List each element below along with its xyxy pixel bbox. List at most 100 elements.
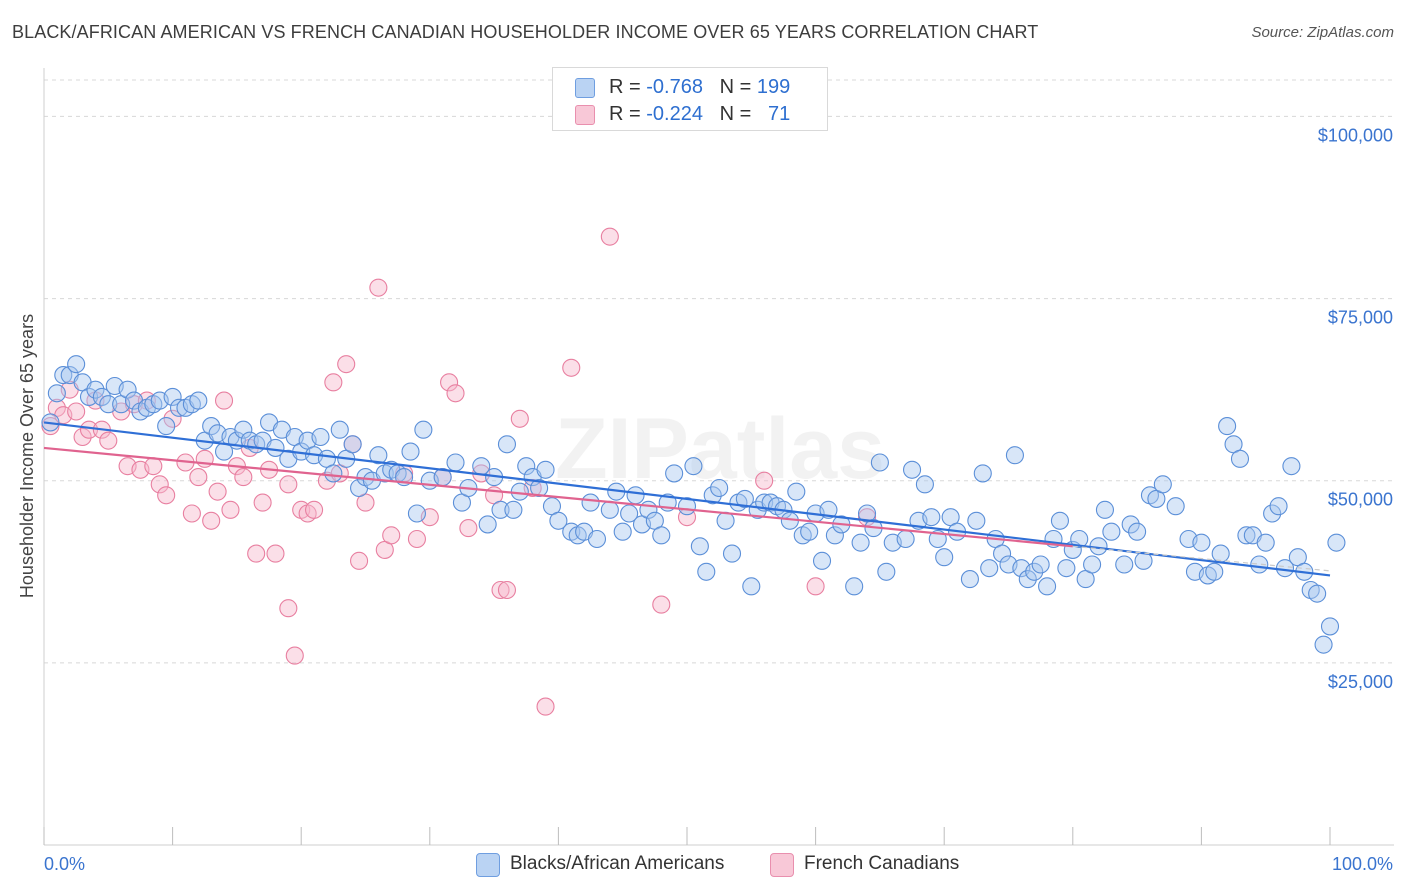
n-label: N = (719, 76, 752, 98)
data-point-blacks (626, 486, 645, 505)
source-label: Source: ZipAtlas.com (1251, 24, 1394, 41)
data-point-blacks (1115, 555, 1134, 574)
data-point-french-canadians (305, 500, 324, 519)
chart-title: BLACK/AFRICAN AMERICAN VS FRENCH CANADIA… (12, 22, 1039, 42)
data-point-french-canadians (510, 409, 529, 428)
data-point-blacks (1218, 417, 1237, 436)
bottom-legend-label: French Canadians (804, 853, 960, 874)
y-tick-label: $100,000 (1318, 125, 1393, 145)
data-point-blacks (600, 500, 619, 519)
r-label: R = (609, 76, 641, 98)
data-point-blacks (234, 420, 253, 439)
data-point-blacks (510, 482, 529, 501)
data-point-blacks (684, 457, 703, 476)
y-axis-label: Householder Income Over 65 years (17, 314, 37, 598)
data-point-blacks (497, 435, 517, 454)
data-point-french-canadians (459, 519, 478, 538)
data-point-blacks (1263, 504, 1282, 523)
data-point-blacks (54, 366, 73, 385)
data-point-french-canadians (497, 580, 517, 600)
bottom-legend-label: Blacks/African Americans (510, 853, 725, 874)
data-point-blacks (1256, 533, 1275, 552)
data-point-french-canadians (234, 468, 253, 487)
data-point-blacks (157, 417, 176, 436)
data-point-blacks (742, 577, 761, 596)
data-point-blacks (67, 355, 86, 374)
correlation-legend: R = -0.768 N = 199 R = -0.224 N = 71 (552, 67, 828, 131)
data-point-french-canadians (382, 526, 401, 545)
data-point-blacks (819, 500, 838, 519)
data-point-french-canadians (208, 482, 227, 501)
data-point-blacks (1314, 635, 1333, 654)
data-point-blacks (1005, 446, 1024, 465)
trend-line-blacks (43, 421, 1331, 577)
data-point-blacks (1211, 544, 1230, 563)
data-point-blacks (1083, 555, 1102, 574)
data-point-french-canadians (221, 500, 240, 519)
y-tick-label: $75,000 (1328, 308, 1393, 328)
data-point-blacks (86, 380, 105, 399)
data-point-blacks (960, 570, 979, 589)
data-point-blacks (1031, 555, 1050, 574)
y-tick-label: $50,000 (1328, 490, 1393, 510)
x-tick-label: 100.0% (1332, 854, 1393, 874)
data-point-blacks (1237, 526, 1256, 545)
data-point-blacks (652, 526, 671, 545)
watermark: ZIPatlas (555, 401, 885, 497)
data-point-blacks (812, 551, 832, 570)
r-label: R = (609, 103, 641, 125)
bottom-legend-swatch-blue (476, 853, 500, 877)
data-point-blacks (902, 460, 922, 479)
trend-line-extension (1072, 545, 1331, 572)
data-point-french-canadians (247, 544, 266, 563)
data-point-blacks (478, 515, 497, 534)
data-point-blacks (1050, 511, 1069, 530)
data-point-blacks (1320, 617, 1340, 636)
data-point-blacks (877, 562, 896, 581)
n-value: 71 (768, 103, 791, 125)
data-point-blacks (491, 500, 510, 519)
data-point-french-canadians (67, 402, 86, 421)
data-point-french-canadians (324, 373, 343, 392)
trend-lines (43, 421, 1331, 577)
data-point-blacks (1282, 457, 1301, 476)
trend-line-french-canadians (43, 446, 1073, 548)
data-point-blacks (1327, 533, 1346, 552)
data-point-blacks (343, 435, 362, 454)
data-point-french-canadians (202, 511, 221, 530)
data-point-blacks (896, 529, 915, 549)
data-point-blacks (407, 504, 426, 523)
data-point-blacks (1018, 570, 1037, 589)
data-point-french-canadians (285, 646, 304, 665)
r-value: -0.768 (646, 76, 703, 98)
data-point-blacks (735, 489, 754, 508)
y-tick-label: $25,000 (1328, 672, 1393, 692)
data-point-french-canadians (562, 358, 581, 377)
data-point-blacks (1205, 562, 1224, 581)
data-point-blacks (549, 511, 568, 530)
x-tick-label: 0.0% (44, 854, 85, 874)
data-point-blacks (163, 387, 182, 406)
data-point-blacks (189, 391, 208, 410)
data-point-blacks (530, 478, 549, 498)
data-point-french-canadians (446, 384, 465, 403)
data-point-blacks (915, 475, 934, 494)
data-point-french-canadians (279, 599, 298, 618)
data-point-french-canadians (189, 468, 208, 487)
data-point-blacks (825, 526, 844, 545)
data-point-blacks (92, 387, 111, 406)
data-point-blacks (1038, 577, 1057, 596)
data-point-blacks (1102, 522, 1121, 541)
data-point-french-canadians (144, 457, 163, 476)
data-point-blacks (401, 442, 420, 461)
axes (43, 68, 1394, 846)
data-point-french-canadians (99, 431, 118, 450)
data-point-blacks (47, 384, 66, 403)
r-value: -0.224 (646, 103, 703, 125)
data-point-blacks (324, 464, 343, 483)
data-point-blacks (993, 544, 1012, 563)
data-point-blacks (1128, 522, 1147, 541)
data-point-french-canadians (157, 486, 176, 505)
data-point-french-canadians (150, 475, 169, 494)
